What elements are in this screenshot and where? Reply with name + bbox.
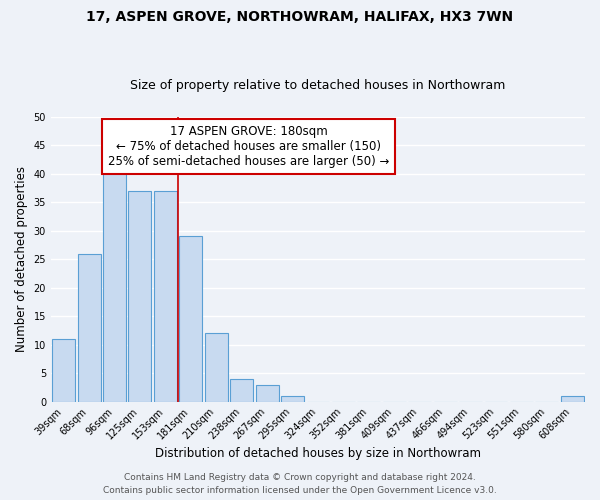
Bar xyxy=(256,384,278,402)
Bar xyxy=(52,339,75,402)
Title: Size of property relative to detached houses in Northowram: Size of property relative to detached ho… xyxy=(130,79,506,92)
Bar xyxy=(77,254,101,402)
Text: Contains HM Land Registry data © Crown copyright and database right 2024.
Contai: Contains HM Land Registry data © Crown c… xyxy=(103,474,497,495)
Bar xyxy=(281,396,304,402)
Text: 17 ASPEN GROVE: 180sqm
← 75% of detached houses are smaller (150)
25% of semi-de: 17 ASPEN GROVE: 180sqm ← 75% of detached… xyxy=(108,126,389,168)
X-axis label: Distribution of detached houses by size in Northowram: Distribution of detached houses by size … xyxy=(155,447,481,460)
Y-axis label: Number of detached properties: Number of detached properties xyxy=(15,166,28,352)
Bar xyxy=(205,334,227,402)
Bar xyxy=(561,396,584,402)
Text: 17, ASPEN GROVE, NORTHOWRAM, HALIFAX, HX3 7WN: 17, ASPEN GROVE, NORTHOWRAM, HALIFAX, HX… xyxy=(86,10,514,24)
Bar xyxy=(103,168,126,402)
Bar xyxy=(230,379,253,402)
Bar xyxy=(154,191,177,402)
Bar xyxy=(128,191,151,402)
Bar xyxy=(179,236,202,402)
